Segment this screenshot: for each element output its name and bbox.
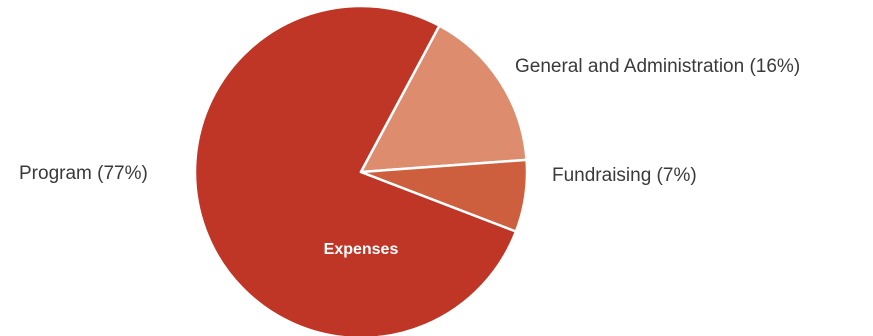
slice-label-fundraising: Fundraising (7%) xyxy=(552,165,697,186)
pie-slice-fundraising xyxy=(359,158,529,233)
slice-label-program: Program (77%) xyxy=(19,163,148,184)
slice-labels: Program (77%) General and Administration… xyxy=(19,56,800,186)
pie-slice-program xyxy=(193,4,518,336)
pie-slice-general-and-administration xyxy=(359,24,528,174)
slice-label-general-administration: General and Administration (16%) xyxy=(515,56,800,77)
pie-slices xyxy=(193,4,529,336)
chart-title: Expenses xyxy=(324,241,399,258)
